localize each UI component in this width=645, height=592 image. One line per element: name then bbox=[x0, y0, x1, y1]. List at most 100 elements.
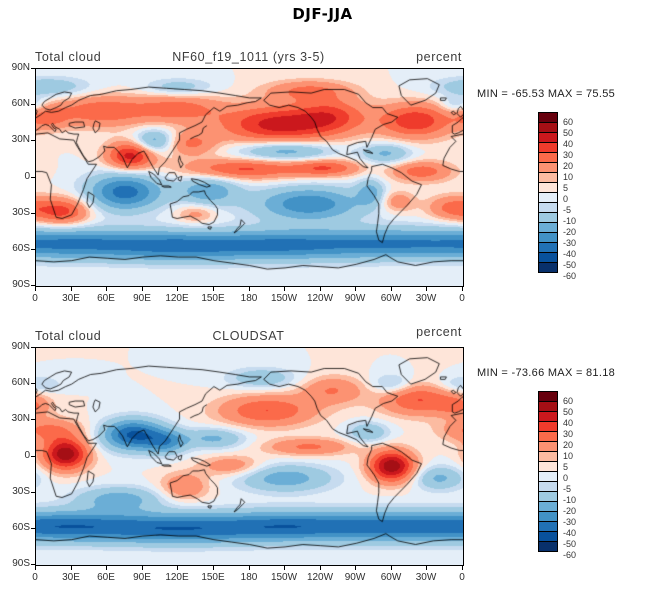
lon-tick-label: 30E bbox=[62, 572, 80, 583]
lat-tick bbox=[31, 383, 35, 384]
lon-tick-label: 180 bbox=[240, 293, 258, 304]
panel2-title: CLOUDSAT bbox=[212, 329, 285, 343]
lat-tick bbox=[31, 492, 35, 493]
lon-tick-label: 30E bbox=[62, 293, 80, 304]
colorbar-label: -30 bbox=[563, 517, 577, 527]
colorbar-label: 5 bbox=[563, 462, 569, 472]
lat-tick-label: 90S bbox=[12, 279, 30, 290]
colorbar-label: 50 bbox=[563, 128, 574, 138]
lat-tick bbox=[31, 419, 35, 420]
lon-tick bbox=[213, 287, 214, 291]
lon-tick-label: 90E bbox=[133, 572, 151, 583]
panel1-variable-label: Total cloud bbox=[35, 50, 102, 64]
colorbar-label: 40 bbox=[563, 139, 574, 149]
colorbar-label: -10 bbox=[563, 495, 577, 505]
lon-tick bbox=[177, 287, 178, 291]
colorbar-label: 30 bbox=[563, 150, 574, 160]
lat-tick bbox=[31, 177, 35, 178]
lon-tick-label: 0 bbox=[459, 572, 465, 583]
colorbar-label: 20 bbox=[563, 440, 574, 450]
lon-tick bbox=[462, 287, 463, 291]
lat-tick bbox=[31, 140, 35, 141]
lon-tick bbox=[142, 287, 143, 291]
lat-tick bbox=[31, 528, 35, 529]
colorbar-label: 20 bbox=[563, 161, 574, 171]
lon-tick bbox=[177, 566, 178, 570]
lon-tick bbox=[426, 287, 427, 291]
lon-tick-label: 150W bbox=[270, 293, 298, 304]
colorbar-label: 0 bbox=[563, 194, 569, 204]
lon-tick-label: 180 bbox=[240, 572, 258, 583]
lon-tick bbox=[106, 566, 107, 570]
lat-tick-label: 0 bbox=[24, 171, 30, 182]
colorbar-box bbox=[538, 541, 558, 552]
lon-tick-label: 30W bbox=[415, 572, 437, 583]
lon-tick-label: 90W bbox=[344, 572, 366, 583]
lon-tick bbox=[355, 566, 356, 570]
colorbar-label: 60 bbox=[563, 396, 574, 406]
colorbar-label: -20 bbox=[563, 506, 577, 516]
colorbar-label: 30 bbox=[563, 429, 574, 439]
lat-tick-label: 90N bbox=[11, 62, 30, 73]
lon-tick-label: 150E bbox=[201, 572, 225, 583]
panel1-map-canvas bbox=[36, 69, 463, 286]
colorbar-label: -50 bbox=[563, 539, 577, 549]
lat-tick bbox=[31, 285, 35, 286]
colorbar-label: -5 bbox=[563, 484, 572, 494]
lon-tick bbox=[35, 566, 36, 570]
lon-tick bbox=[391, 287, 392, 291]
lon-tick-label: 90W bbox=[344, 293, 366, 304]
lon-tick-label: 120W bbox=[306, 572, 334, 583]
lon-tick bbox=[320, 566, 321, 570]
lat-tick bbox=[31, 104, 35, 105]
lon-tick-label: 30W bbox=[415, 293, 437, 304]
lon-tick bbox=[284, 287, 285, 291]
lon-tick-label: 120W bbox=[306, 293, 334, 304]
lat-tick bbox=[31, 347, 35, 348]
lon-tick bbox=[142, 566, 143, 570]
colorbar-label: 40 bbox=[563, 418, 574, 428]
lon-tick bbox=[391, 566, 392, 570]
lon-tick-label: 60W bbox=[380, 293, 402, 304]
lon-tick bbox=[426, 566, 427, 570]
lon-tick bbox=[71, 566, 72, 570]
colorbar-label: 10 bbox=[563, 451, 574, 461]
colorbar-label: 0 bbox=[563, 473, 569, 483]
lon-tick-label: 0 bbox=[32, 572, 38, 583]
lat-tick bbox=[31, 249, 35, 250]
colorbar-label: -40 bbox=[563, 249, 577, 259]
panel2-map bbox=[35, 347, 464, 566]
colorbar-label: -50 bbox=[563, 260, 577, 270]
lon-tick-label: 120E bbox=[165, 572, 189, 583]
colorbar-label: -40 bbox=[563, 528, 577, 538]
colorbar-label: -20 bbox=[563, 227, 577, 237]
panel1-map bbox=[35, 68, 464, 287]
panel1-colorbar: 60 50 40 30 20 10 5 0 -5 -10 -20 -30 -40 -50 -60 bbox=[538, 112, 576, 281]
lon-tick bbox=[213, 566, 214, 570]
lon-tick-label: 60E bbox=[97, 572, 115, 583]
figure-title: DJF-JJA bbox=[292, 5, 353, 23]
colorbar-label: -30 bbox=[563, 238, 577, 248]
colorbar-label: -60 bbox=[563, 271, 577, 281]
lon-tick bbox=[320, 287, 321, 291]
lat-tick-label: 60S bbox=[12, 243, 30, 254]
colorbar-label: 50 bbox=[563, 407, 574, 417]
colorbar-box bbox=[538, 262, 558, 273]
lon-tick bbox=[106, 287, 107, 291]
lon-tick bbox=[284, 566, 285, 570]
lon-tick bbox=[355, 287, 356, 291]
lon-tick bbox=[35, 287, 36, 291]
lat-tick bbox=[31, 68, 35, 69]
lat-tick-label: 60N bbox=[11, 98, 30, 109]
lat-tick-label: 90N bbox=[11, 341, 30, 352]
lat-tick bbox=[31, 456, 35, 457]
lon-tick-label: 0 bbox=[459, 293, 465, 304]
lon-tick-label: 60E bbox=[97, 293, 115, 304]
lat-tick-label: 60N bbox=[11, 377, 30, 388]
lat-tick bbox=[31, 564, 35, 565]
lon-tick-label: 120E bbox=[165, 293, 189, 304]
lon-tick-label: 150E bbox=[201, 293, 225, 304]
colorbar-label: 5 bbox=[563, 183, 569, 193]
lon-tick-label: 90E bbox=[133, 293, 151, 304]
